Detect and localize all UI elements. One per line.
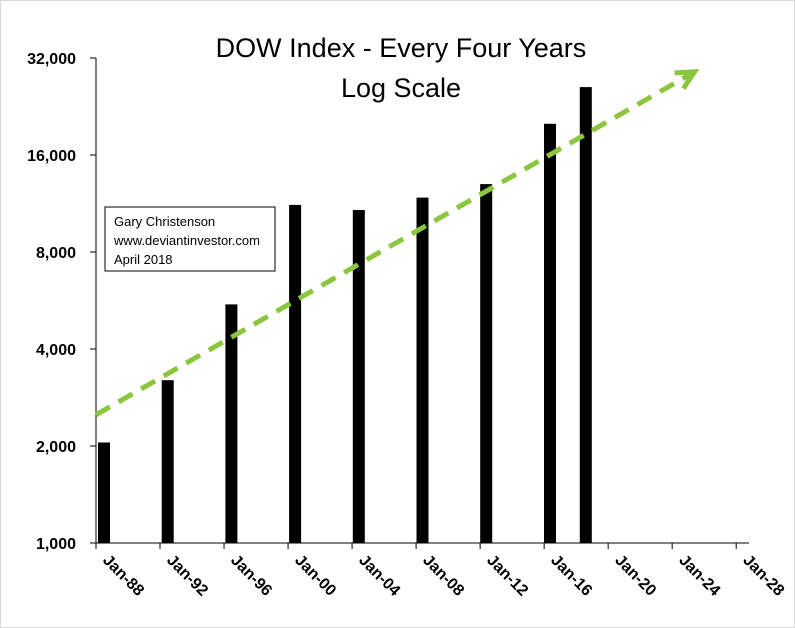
chart-title: DOW Index - Every Four Years bbox=[216, 33, 587, 63]
annotation-website: www.deviantinvestor.com bbox=[113, 233, 260, 248]
y-tick-label-1: 2,000 bbox=[36, 439, 76, 456]
y-tick-label-3: 8,000 bbox=[36, 245, 76, 262]
bar-4 bbox=[352, 210, 365, 543]
bar-7 bbox=[544, 123, 556, 544]
axes-layer: 1,000 2,000 4,000 8,000 16,000 32,000 Jan-88 Ja… bbox=[27, 51, 787, 600]
bar-1 bbox=[161, 380, 174, 543]
trend-layer bbox=[94, 69, 700, 417]
y-tick-label-0: 1,000 bbox=[36, 536, 76, 553]
x-tick-label-8: Jan-20 bbox=[611, 552, 659, 600]
x-tick-label-6: Jan-12 bbox=[483, 552, 531, 600]
x-tick-label-5: Jan-08 bbox=[419, 552, 467, 600]
x-tick-label-4: Jan-04 bbox=[355, 552, 403, 600]
x-tick-label-3: Jan-00 bbox=[291, 552, 339, 600]
bar-0 bbox=[98, 442, 110, 543]
bar-5 bbox=[416, 197, 429, 543]
bars-layer bbox=[98, 87, 592, 544]
bar-8 bbox=[579, 87, 592, 543]
annotation-box: Gary Christenson www.deviantinvestor.com… bbox=[104, 206, 276, 272]
trend-arrowhead bbox=[674, 69, 700, 90]
annotation-author: Gary Christenson bbox=[114, 214, 215, 229]
trend-line bbox=[94, 69, 696, 417]
annotation-date: April 2018 bbox=[114, 252, 173, 267]
x-tick-label-10: Jan-28 bbox=[739, 552, 787, 600]
x-tick-label-7: Jan-16 bbox=[547, 552, 595, 600]
bar-2 bbox=[225, 304, 238, 543]
bar-6 bbox=[480, 184, 493, 543]
bar-3 bbox=[289, 204, 302, 543]
y-tick-label-4: 16,000 bbox=[27, 148, 76, 165]
x-tick-label-9: Jan-24 bbox=[675, 552, 723, 600]
x-tick-label-1: Jan-92 bbox=[163, 552, 211, 600]
annotation-border bbox=[104, 206, 276, 272]
x-tick-label-0: Jan-88 bbox=[99, 552, 147, 600]
y-tick-label-2: 4,000 bbox=[36, 342, 76, 359]
chart-subtitle: Log Scale bbox=[341, 73, 461, 103]
x-tick-label-2: Jan-96 bbox=[227, 552, 275, 600]
y-tick-label-5: 32,000 bbox=[27, 51, 76, 68]
